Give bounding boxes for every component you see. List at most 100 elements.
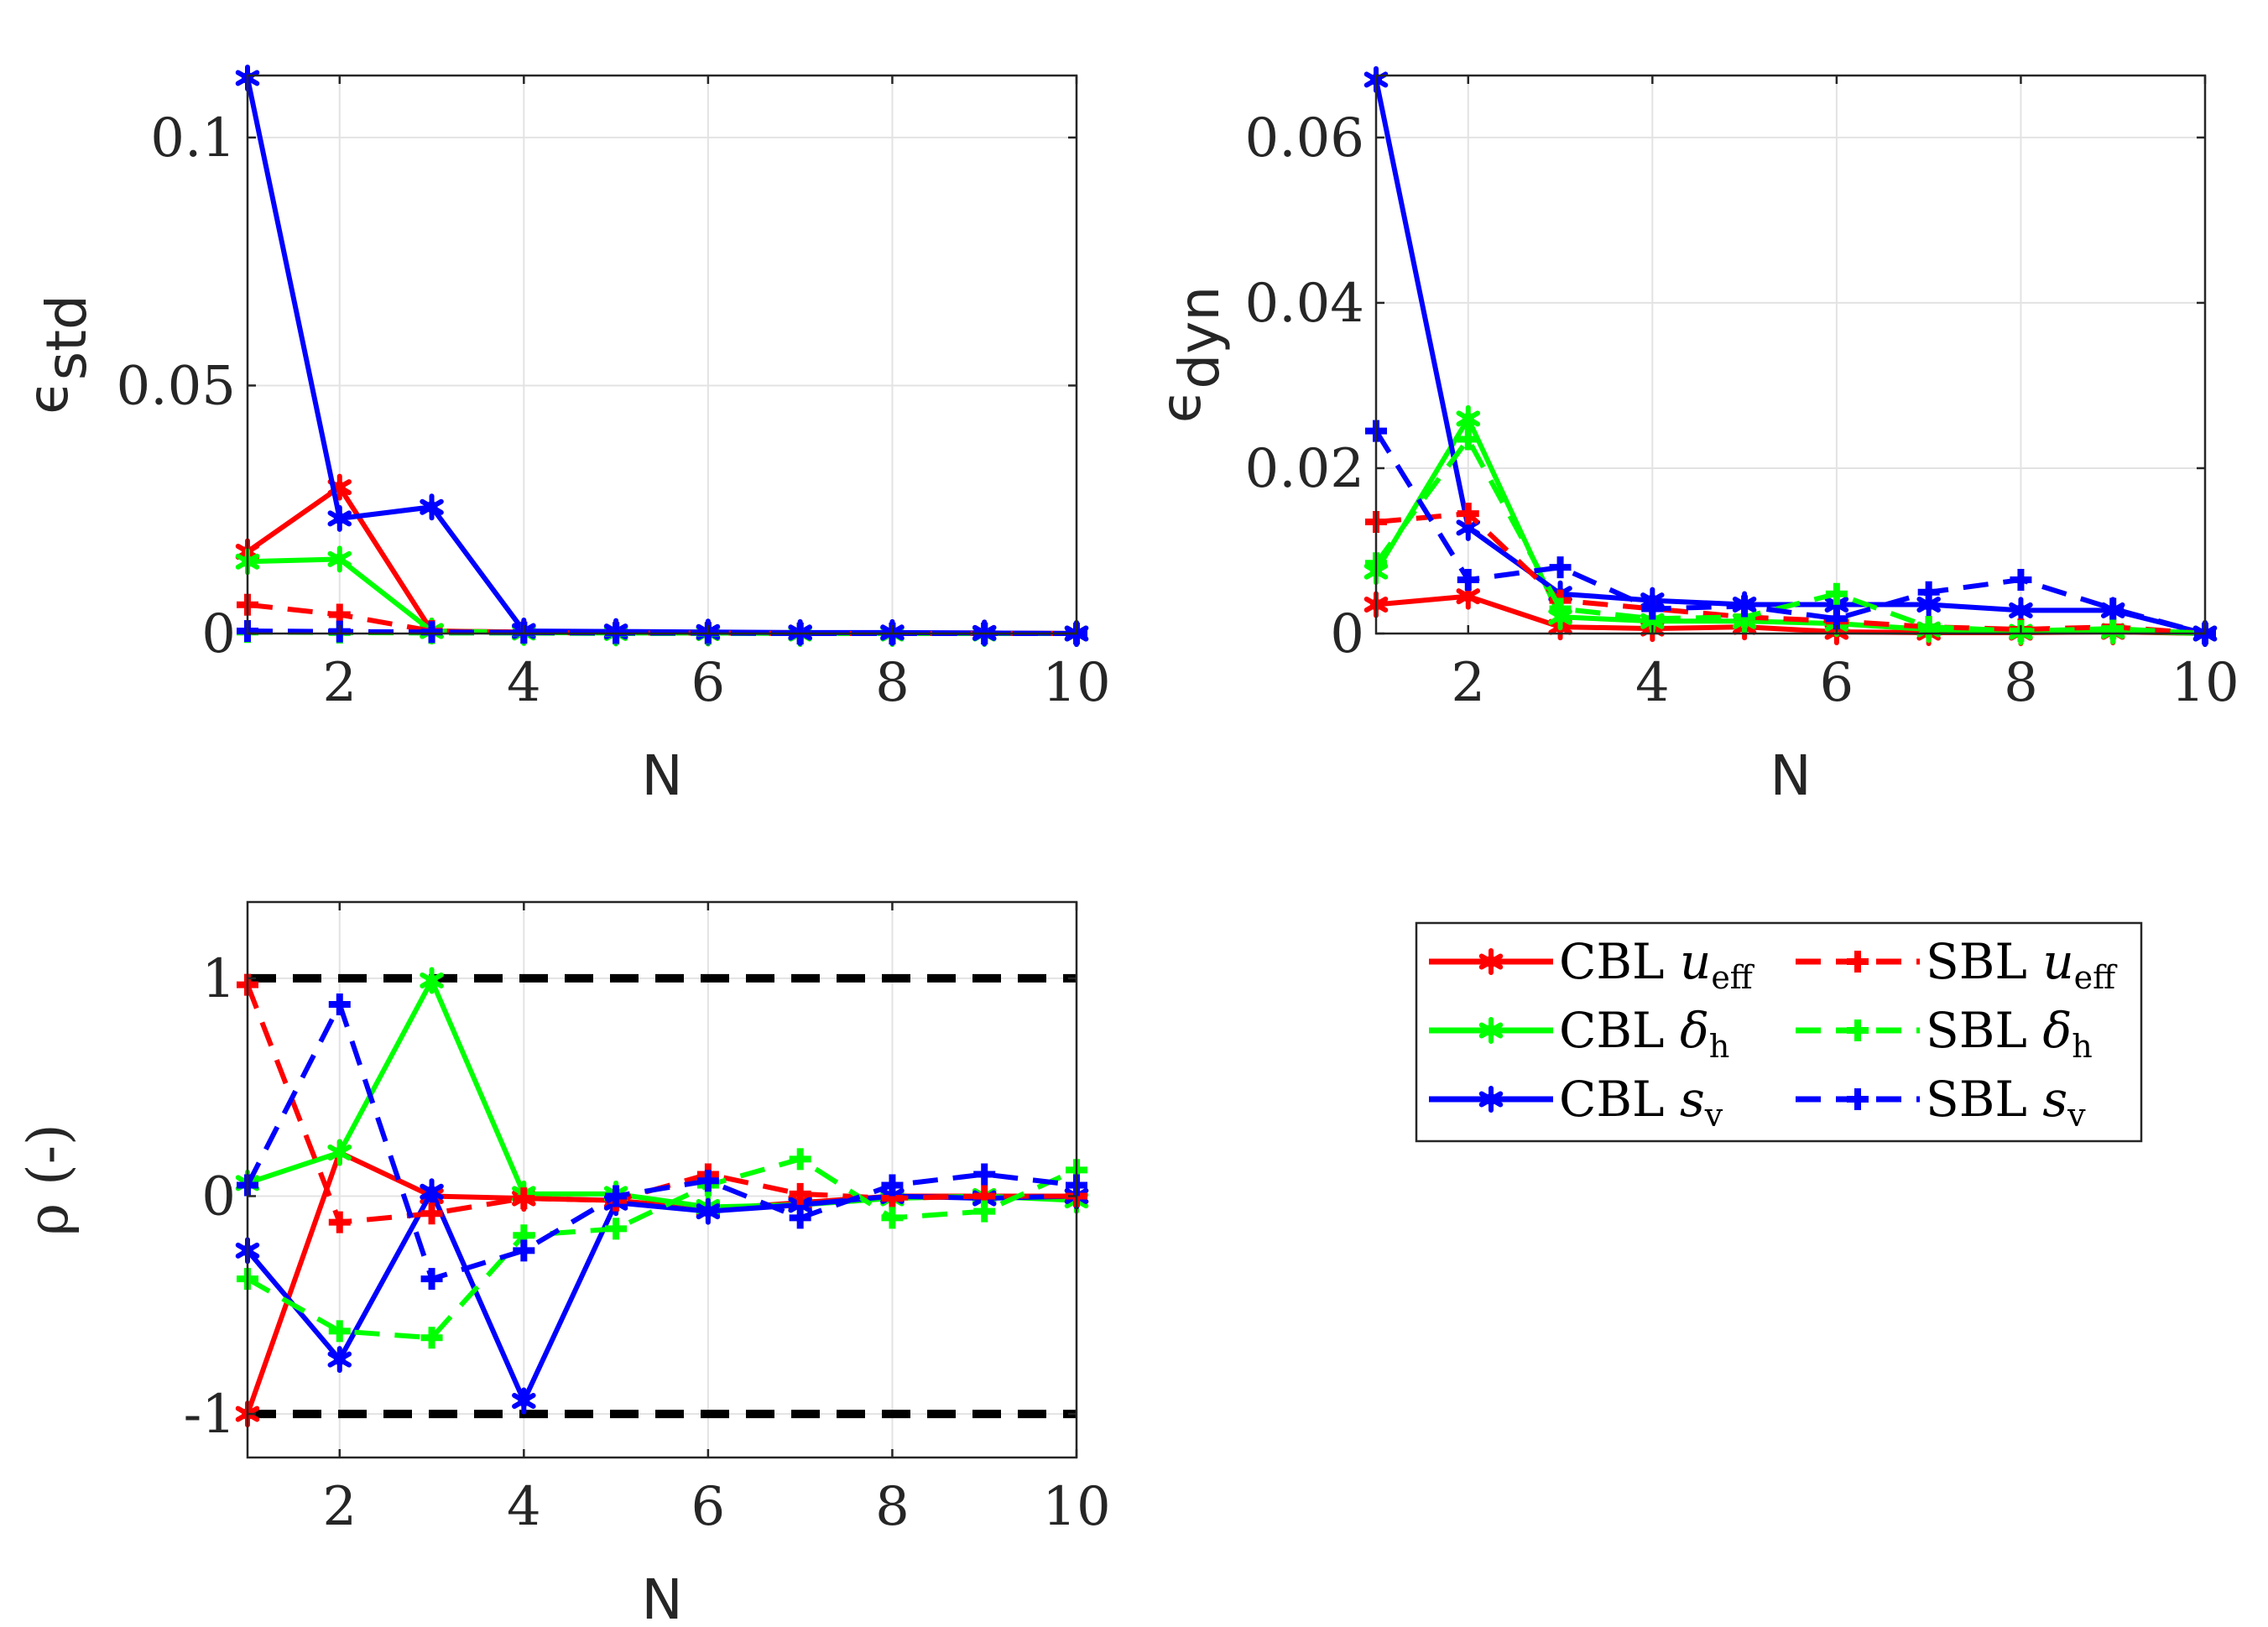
data-point bbox=[420, 967, 444, 994]
series-layer bbox=[235, 967, 1089, 1428]
data-point bbox=[2102, 618, 2125, 640]
legend-label-subscript: h bbox=[1709, 1028, 1729, 1065]
y-tick-label: 0.05 bbox=[117, 355, 237, 417]
x-tick-label: 4 bbox=[1635, 652, 1670, 714]
data-point bbox=[327, 504, 352, 532]
asterisk-marker-core bbox=[333, 1146, 346, 1159]
legend-label-prefix: SBL bbox=[1926, 1002, 2042, 1059]
data-point bbox=[789, 1182, 811, 1205]
data-point bbox=[1641, 597, 1664, 620]
data-point bbox=[1456, 582, 1481, 610]
y-axis-label-main: ϵ bbox=[16, 380, 81, 415]
legend-label-subscript: v bbox=[2067, 1097, 2086, 1134]
legend-label-prefix: CBL bbox=[1559, 1071, 1680, 1128]
legend-label: CBL sv bbox=[1559, 1071, 1723, 1134]
legend-marker bbox=[1847, 1019, 1869, 1041]
data-point bbox=[420, 493, 444, 521]
data-point bbox=[328, 993, 351, 1016]
legend-label: SBL δh bbox=[1926, 1002, 2093, 1065]
axes-box bbox=[1374, 74, 2207, 635]
y-tick-label: 0 bbox=[201, 1165, 236, 1228]
y-axis-label: ρ (-) bbox=[16, 1124, 81, 1236]
data-point bbox=[1825, 582, 1848, 605]
legend-label-prefix: CBL bbox=[1559, 1002, 1680, 1059]
legend-marker bbox=[1847, 951, 1869, 973]
legend-label-symbol: s bbox=[2042, 1071, 2067, 1128]
asterisk-marker-core bbox=[425, 501, 438, 514]
legend-label-subscript: eff bbox=[1711, 959, 1754, 996]
legend-item: SBL ueff bbox=[1796, 933, 2118, 996]
asterisk-marker-core bbox=[333, 1353, 346, 1366]
asterisk-marker-core bbox=[1462, 590, 1474, 602]
data-point bbox=[327, 1139, 352, 1166]
legend-label-symbol: u bbox=[1680, 933, 1711, 990]
x-tick-label: 2 bbox=[322, 652, 357, 714]
data-point bbox=[605, 1185, 628, 1207]
data-point bbox=[2010, 568, 2032, 591]
data-point bbox=[1734, 595, 1756, 618]
series-line bbox=[1374, 436, 2206, 636]
data-point bbox=[327, 545, 352, 573]
data-point bbox=[512, 1387, 536, 1415]
data-point bbox=[2102, 597, 2125, 620]
y-tick-label: 0 bbox=[1330, 603, 1364, 665]
data-point bbox=[1549, 556, 1572, 579]
legend-marker bbox=[1478, 948, 1504, 975]
x-tick-label: 8 bbox=[875, 652, 910, 714]
asterisk-marker-core bbox=[1485, 1093, 1497, 1105]
legend-label: SBL ueff bbox=[1926, 933, 2118, 996]
y-axis-label: ϵstd bbox=[16, 295, 99, 415]
data-point bbox=[1457, 568, 1479, 591]
y-tick-label: 1 bbox=[201, 948, 236, 1010]
x-tick-label: 8 bbox=[875, 1476, 910, 1538]
chart-panel-bottom-left: 2 4 6 8 10 -1 0 1 Nρ (-) bbox=[16, 900, 1111, 1627]
series-layer bbox=[1363, 65, 2218, 647]
data-point bbox=[420, 621, 443, 644]
data-point bbox=[696, 1197, 721, 1225]
y-tick-label: -1 bbox=[184, 1384, 236, 1446]
data-point bbox=[420, 1178, 444, 1206]
data-point bbox=[973, 1163, 996, 1186]
x-axis-label: N bbox=[641, 743, 682, 808]
asterisk-marker-core bbox=[1462, 412, 1474, 425]
y-axis-label-sub: dyn bbox=[1167, 286, 1232, 389]
asterisk-marker-core bbox=[425, 1186, 438, 1198]
x-tick-label: 2 bbox=[322, 1476, 357, 1538]
data-point bbox=[1456, 404, 1481, 432]
data-point bbox=[327, 1346, 352, 1374]
x-tick-label: 6 bbox=[691, 1476, 726, 1538]
legend-label-symbol: s bbox=[1680, 1071, 1705, 1128]
axes-box bbox=[246, 74, 1078, 635]
plot-area bbox=[248, 76, 1077, 634]
asterisk-marker-core bbox=[1462, 521, 1474, 534]
x-tick-label: 10 bbox=[1042, 652, 1110, 714]
legend-label-symbol: δ bbox=[2042, 1002, 2072, 1059]
legend-label-subscript: eff bbox=[2074, 959, 2118, 996]
data-point bbox=[513, 1239, 535, 1262]
data-point bbox=[420, 1202, 443, 1225]
legend-item: CBL ueff bbox=[1429, 933, 1755, 996]
legend-marker bbox=[1847, 1088, 1869, 1110]
data-point bbox=[1917, 581, 1940, 603]
data-point bbox=[1456, 514, 1481, 541]
x-tick-label: 8 bbox=[2004, 652, 2038, 714]
data-point bbox=[881, 1174, 904, 1197]
legend-label-prefix: SBL bbox=[1926, 1071, 2042, 1128]
legend-label: CBL ueff bbox=[1559, 933, 1755, 996]
legend-item: CBL sv bbox=[1429, 1071, 1723, 1134]
data-point bbox=[420, 1268, 443, 1291]
legend-item: CBL δh bbox=[1429, 1002, 1729, 1065]
legend-label-prefix: SBL bbox=[1926, 933, 2042, 990]
asterisk-marker-core bbox=[333, 512, 346, 524]
legend-label-symbol: δ bbox=[1680, 1002, 1709, 1059]
series-line bbox=[245, 1002, 1077, 1282]
legend-label: CBL δh bbox=[1559, 1002, 1729, 1065]
plot-area bbox=[1376, 76, 2205, 634]
legend-label-subscript: h bbox=[2072, 1028, 2092, 1065]
y-tick-label: 0.1 bbox=[150, 107, 236, 169]
legend-label-prefix: CBL bbox=[1559, 933, 1680, 990]
